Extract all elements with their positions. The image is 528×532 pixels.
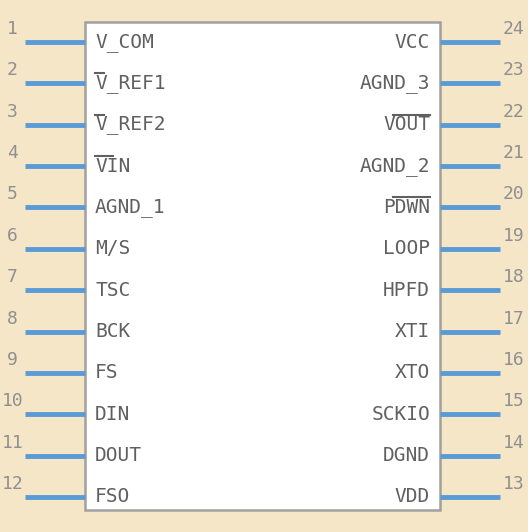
Text: 15: 15: [503, 392, 525, 410]
Text: 8: 8: [7, 310, 18, 328]
Text: LOOP: LOOP: [383, 239, 430, 259]
Text: M/S: M/S: [95, 239, 130, 259]
Text: 11: 11: [2, 434, 23, 452]
Text: VOUT: VOUT: [383, 115, 430, 134]
Text: 9: 9: [7, 351, 18, 369]
Text: 2: 2: [7, 61, 18, 79]
Text: 19: 19: [503, 227, 525, 245]
Text: AGND_3: AGND_3: [360, 74, 430, 93]
Text: DOUT: DOUT: [95, 446, 142, 465]
Text: XTI: XTI: [395, 322, 430, 341]
Bar: [85, 22, 440, 510]
Text: 12: 12: [2, 475, 23, 493]
Text: 4: 4: [7, 144, 18, 162]
Text: 3: 3: [7, 103, 18, 121]
Text: 6: 6: [7, 227, 18, 245]
Text: PDWN: PDWN: [383, 198, 430, 217]
Text: 23: 23: [503, 61, 525, 79]
Text: 5: 5: [7, 186, 18, 203]
Text: AGND_2: AGND_2: [360, 156, 430, 176]
Text: V_COM: V_COM: [95, 32, 154, 52]
Text: 21: 21: [503, 144, 525, 162]
Text: HPFD: HPFD: [383, 281, 430, 300]
Text: 24: 24: [503, 20, 525, 38]
Text: DIN: DIN: [95, 405, 130, 424]
Text: 7: 7: [7, 268, 18, 286]
Text: 10: 10: [2, 392, 23, 410]
Text: V_REF2: V_REF2: [95, 115, 165, 134]
Text: XTO: XTO: [395, 363, 430, 383]
Text: TSC: TSC: [95, 281, 130, 300]
Text: VDD: VDD: [395, 487, 430, 506]
Text: AGND_1: AGND_1: [95, 198, 165, 217]
Text: 17: 17: [503, 310, 525, 328]
Text: VCC: VCC: [395, 32, 430, 52]
Text: 14: 14: [503, 434, 525, 452]
Text: 22: 22: [503, 103, 525, 121]
Text: FSO: FSO: [95, 487, 130, 506]
Text: 13: 13: [503, 475, 525, 493]
Text: BCK: BCK: [95, 322, 130, 341]
Text: DGND: DGND: [383, 446, 430, 465]
Text: 16: 16: [503, 351, 525, 369]
Text: 20: 20: [503, 186, 525, 203]
Text: 18: 18: [503, 268, 525, 286]
Text: VIN: VIN: [95, 156, 130, 176]
Text: FS: FS: [95, 363, 118, 383]
Text: SCKIO: SCKIO: [371, 405, 430, 424]
Text: 1: 1: [7, 20, 18, 38]
Text: V_REF1: V_REF1: [95, 74, 165, 93]
